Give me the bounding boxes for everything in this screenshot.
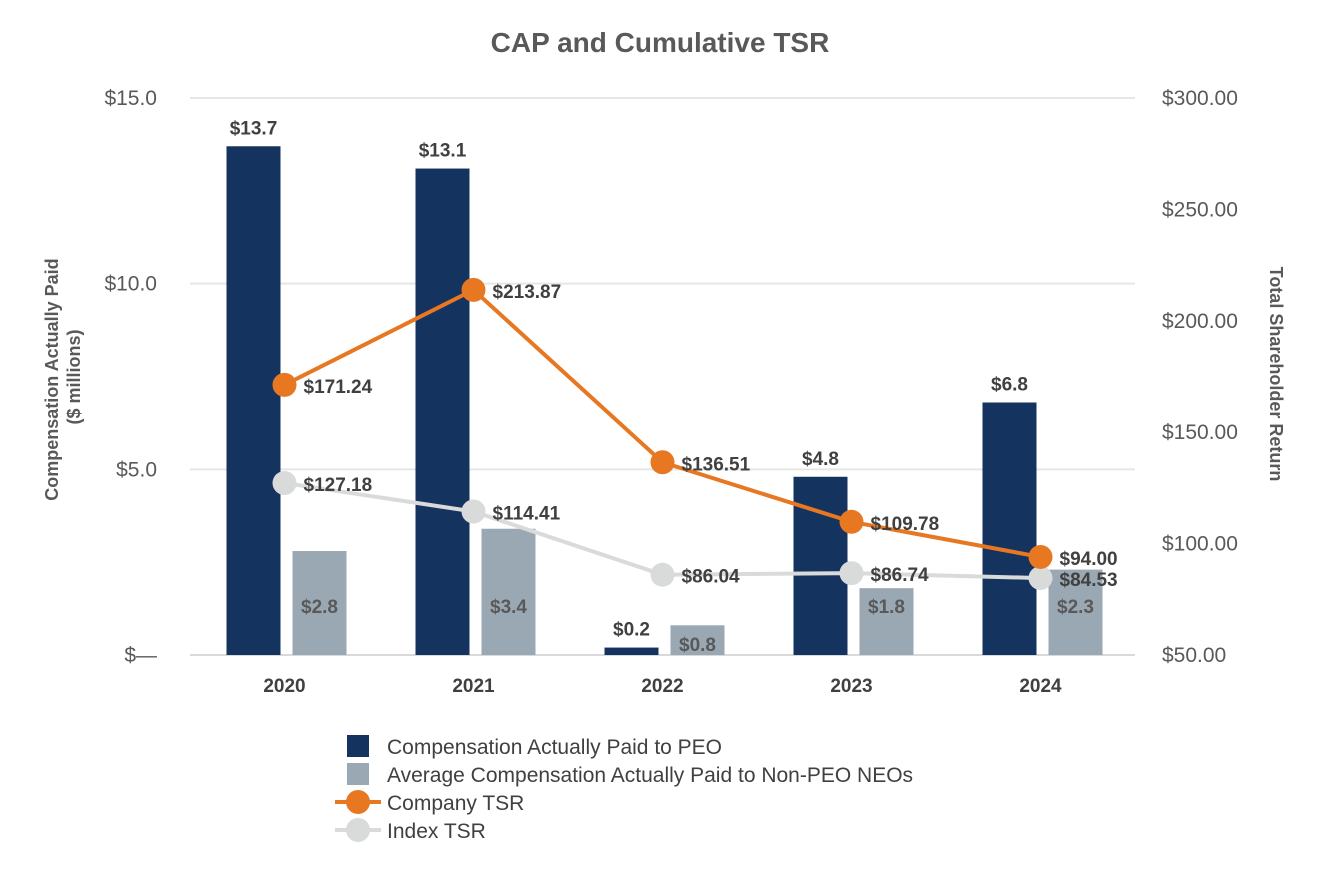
right-tick-label: $200.00 — [1162, 310, 1238, 333]
left-tick-label: $15.0 — [104, 87, 157, 110]
bar-peo — [982, 402, 1037, 655]
tsr-point — [650, 562, 675, 587]
right-axis-ticks: $50.00 $100.00 $150.00 $200.00 $250.00 $300.0… — [1162, 87, 1238, 667]
right-tick-label: $150.00 — [1162, 421, 1238, 444]
tsr-data-label: $86.74 — [871, 565, 930, 586]
bar-data-label: $6.8 — [991, 374, 1028, 395]
bar-peo — [604, 647, 659, 655]
right-tick-label: $50.00 — [1162, 644, 1226, 667]
legend-swatch — [347, 763, 369, 785]
tsr-data-label: $86.04 — [682, 567, 741, 588]
bar-peo — [793, 476, 848, 655]
bar-neo — [481, 528, 536, 655]
tsr-data-label: $213.87 — [493, 282, 562, 303]
left-tick-label: $10.0 — [104, 273, 157, 296]
left-tick-label: $— — [124, 644, 157, 667]
tsr-point — [461, 277, 486, 302]
tsr-point — [1028, 544, 1053, 569]
bar-neo — [292, 551, 347, 655]
tsr-data-label: $84.53 — [1060, 570, 1118, 591]
tsr-data-label: $94.00 — [1060, 549, 1118, 570]
tsr-data-label: $114.41 — [493, 503, 561, 524]
bar-data-label: $4.8 — [802, 449, 839, 470]
bars: $13.7 $13.1 $0.2 $4.8 $6.8 $2.8 $3.4 $0.8 $1.8 $2… — [226, 118, 1103, 656]
legend-label: Company TSR — [387, 792, 524, 815]
bar-data-label: $0.2 — [613, 620, 650, 641]
left-tick-label: $5.0 — [116, 458, 157, 481]
tsr-lines: $127.18 $114.41 $86.04 $86.74 $84.53 $171.24 $… — [272, 277, 1118, 591]
tsr-point — [839, 561, 864, 586]
left-axis-title: Compensation Actually Paid ($ millions) — [42, 253, 84, 500]
bar-data-label: $2.3 — [1057, 597, 1094, 618]
x-tick-label: 2021 — [452, 676, 495, 697]
tsr-point — [839, 509, 864, 534]
gridlines — [190, 97, 1135, 656]
tsr-point — [1028, 566, 1053, 591]
right-tick-label: $100.00 — [1162, 533, 1238, 556]
x-tick-label: 2022 — [641, 676, 683, 697]
bar-data-label: $0.8 — [679, 635, 716, 656]
legend-label: Average Compensation Actually Paid to No… — [387, 764, 913, 787]
x-tick-label: 2020 — [263, 676, 305, 697]
x-tick-label: 2024 — [1019, 676, 1062, 697]
bar-data-label: $2.8 — [301, 597, 338, 618]
bar-data-label: $1.8 — [868, 597, 905, 618]
right-tick-label: $300.00 — [1162, 87, 1238, 110]
tsr-point — [461, 499, 486, 524]
bar-peo — [415, 168, 470, 655]
x-tick-label: 2023 — [830, 676, 872, 697]
legend-label: Compensation Actually Paid to PEO — [387, 736, 722, 759]
tsr-data-label: $171.24 — [304, 377, 373, 398]
left-axis-title-line2: ($ millions) — [64, 329, 84, 424]
tsr-point — [272, 471, 297, 496]
x-axis-ticks: 2020 2021 2022 2023 2024 — [263, 676, 1062, 697]
legend-marker — [346, 790, 370, 814]
left-axis-ticks: $— $5.0 $10.0 $15.0 — [104, 87, 157, 667]
left-axis-title-line1: Compensation Actually Paid — [42, 258, 62, 500]
tsr-data-label: $127.18 — [304, 475, 373, 496]
bar-neo — [670, 625, 725, 655]
bar-neo — [1048, 569, 1103, 655]
legend-label: Index TSR — [387, 820, 486, 843]
tsr-point — [650, 450, 675, 475]
legend-marker — [346, 818, 370, 842]
bar-peo — [226, 146, 281, 656]
tsr-data-label: $136.51 — [682, 454, 751, 475]
tsr-data-label: $109.78 — [871, 514, 940, 535]
bar-data-label: $13.7 — [230, 118, 278, 139]
bar-neo — [859, 588, 914, 655]
chart-title: CAP and Cumulative TSR — [491, 27, 830, 58]
bar-data-label: $3.4 — [490, 597, 527, 618]
legend-swatch — [347, 735, 369, 757]
legend: Compensation Actually Paid to PEO Average… — [335, 735, 913, 843]
bar-data-label: $13.1 — [419, 141, 467, 162]
tsr-point — [272, 372, 297, 397]
right-tick-label: $250.00 — [1162, 198, 1238, 221]
right-axis-title: Total Shareholder Return — [1266, 267, 1286, 482]
